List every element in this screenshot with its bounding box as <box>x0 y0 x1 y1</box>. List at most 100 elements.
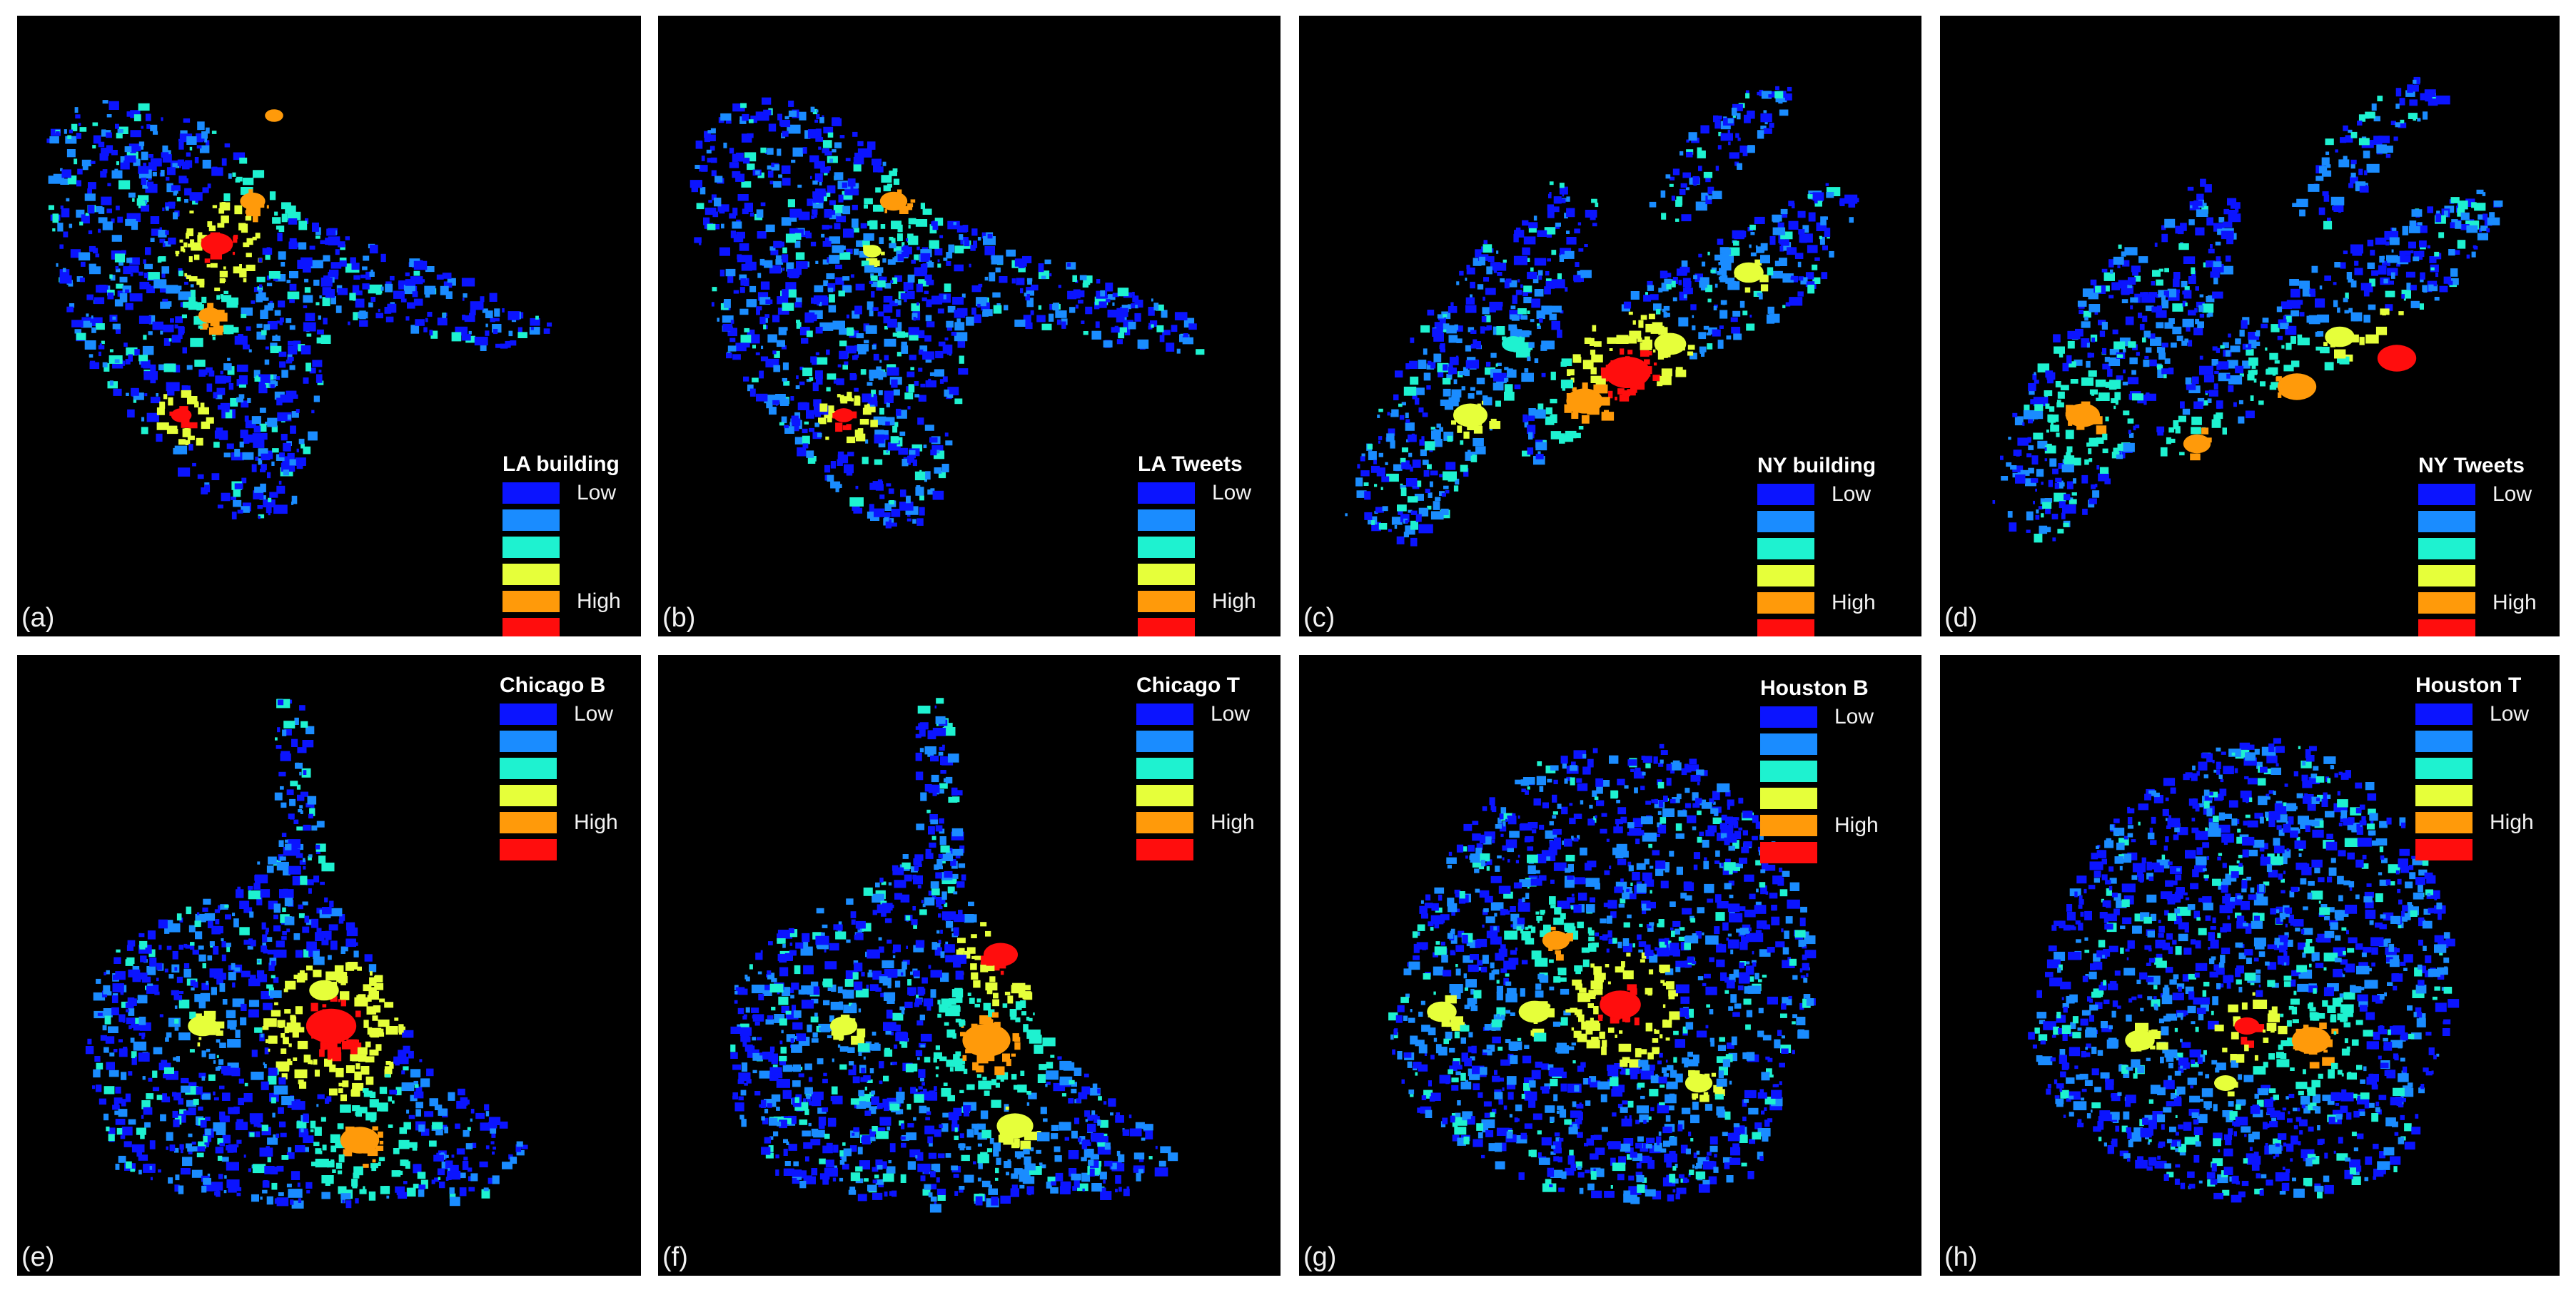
density-cell <box>2246 344 2248 348</box>
density-cell <box>286 280 291 283</box>
density-cell <box>290 816 294 820</box>
density-cell <box>833 205 844 213</box>
density-cell <box>1802 225 1809 233</box>
density-cell <box>910 199 916 203</box>
density-cell <box>1716 116 1722 120</box>
density-cell <box>1101 1187 1106 1192</box>
density-cell <box>2098 392 2110 401</box>
density-cell <box>2082 509 2088 515</box>
density-cell <box>197 1146 206 1152</box>
density-cell <box>335 1140 348 1149</box>
density-cell <box>2239 330 2245 337</box>
density-cell <box>2246 349 2254 356</box>
density-cell <box>2350 334 2359 342</box>
density-cell <box>834 223 841 230</box>
density-cell <box>1513 255 1527 265</box>
density-cell <box>103 1008 113 1017</box>
density-cell <box>1401 402 1406 406</box>
density-cell <box>198 954 206 962</box>
density-cell <box>899 1120 904 1126</box>
density-cell <box>268 1048 271 1052</box>
density-cell <box>2325 138 2334 146</box>
density-cell <box>954 332 968 342</box>
density-cell <box>267 417 278 427</box>
density-cell <box>2122 381 2128 386</box>
density-cell <box>810 981 819 990</box>
density-cell <box>212 205 218 208</box>
density-cell <box>156 422 169 430</box>
density-cell <box>263 499 276 508</box>
density-cell <box>2062 362 2069 372</box>
density-cell <box>262 934 268 943</box>
density-cell <box>299 771 302 776</box>
density-cell <box>814 285 824 293</box>
density-cell <box>920 249 932 258</box>
density-cell <box>165 202 176 209</box>
density-cell <box>2311 265 2318 273</box>
density-cell <box>1445 462 1456 470</box>
density-cell <box>2101 322 2108 330</box>
density-cell <box>76 133 81 139</box>
density-cell <box>1555 223 1561 227</box>
density-cell <box>279 889 294 898</box>
density-cell <box>732 208 738 216</box>
density-cell <box>1590 350 1596 355</box>
density-cell <box>883 295 893 303</box>
density-cell <box>902 854 909 859</box>
density-cell <box>1710 269 1716 273</box>
density-cell <box>1374 484 1378 487</box>
density-cell <box>2116 354 2123 358</box>
density-cell <box>884 503 892 511</box>
density-cell <box>743 376 749 382</box>
density-cell <box>1440 400 1450 406</box>
density-cell <box>1761 91 1772 99</box>
density-cell <box>893 178 900 185</box>
density-cell <box>1410 376 1419 385</box>
density-cell <box>426 1068 434 1077</box>
density-cell <box>891 220 901 230</box>
density-cell <box>218 1174 223 1179</box>
density-cell <box>330 940 338 950</box>
density-cell <box>138 355 148 362</box>
density-cell <box>281 213 288 223</box>
density-cell <box>1445 489 1450 494</box>
density-cell <box>859 419 869 425</box>
density-cell <box>2203 375 2215 382</box>
density-cell <box>1750 232 1755 235</box>
density-cell <box>460 1097 468 1106</box>
density-cell <box>815 352 819 355</box>
density-cell <box>1025 294 1030 300</box>
density-cell <box>2061 386 2066 390</box>
density-cell <box>2296 198 2308 208</box>
density-cell <box>1745 93 1750 98</box>
density-cell <box>782 303 794 311</box>
density-cell <box>234 449 241 457</box>
density-cell <box>165 206 169 211</box>
density-cell <box>2299 209 2305 217</box>
density-cell <box>2411 85 2419 92</box>
density-cell <box>852 1065 857 1071</box>
density-cell <box>1182 337 1193 345</box>
density-cell <box>1075 304 1079 309</box>
density-cell <box>201 296 207 303</box>
density-cell <box>270 1167 278 1174</box>
density-cell <box>706 149 712 154</box>
density-cell <box>440 285 449 295</box>
density-cell <box>172 163 178 168</box>
density-cell <box>1578 426 1584 430</box>
density-cell <box>193 981 198 988</box>
density-cell <box>854 387 859 392</box>
density-cell <box>1645 292 1648 296</box>
density-cell <box>829 212 839 220</box>
legend-swatch <box>1757 484 1814 505</box>
density-cell <box>782 178 791 186</box>
density-cell <box>884 209 887 213</box>
density-cell <box>2363 151 2370 158</box>
density-cell <box>156 393 158 397</box>
density-cell <box>1091 330 1101 340</box>
density-cell <box>286 1183 292 1188</box>
density-cell <box>1400 487 1407 497</box>
density-cell <box>133 392 144 400</box>
density-cell <box>1788 200 1794 207</box>
density-cell <box>1757 293 1760 296</box>
